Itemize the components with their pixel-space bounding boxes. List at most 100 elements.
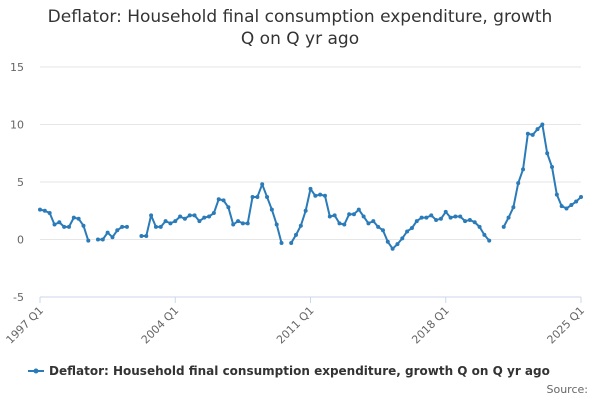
data-point[interactable] (429, 213, 434, 218)
data-point[interactable] (332, 213, 337, 218)
data-point[interactable] (313, 193, 318, 198)
data-point[interactable] (211, 211, 216, 216)
data-point[interactable] (245, 221, 250, 226)
data-point[interactable] (482, 232, 487, 237)
data-point[interactable] (265, 194, 270, 199)
data-point[interactable] (535, 127, 540, 132)
data-point[interactable] (463, 219, 468, 224)
data-point[interactable] (120, 224, 125, 229)
data-point[interactable] (371, 219, 376, 224)
data-point[interactable] (525, 131, 530, 136)
data-point[interactable] (216, 197, 221, 202)
data-point[interactable] (178, 214, 183, 219)
data-point[interactable] (443, 209, 448, 214)
data-point[interactable] (173, 219, 178, 224)
data-point[interactable] (168, 221, 173, 226)
data-point[interactable] (550, 165, 555, 170)
data-point[interactable] (409, 226, 414, 230)
data-point[interactable] (250, 194, 255, 199)
data-point[interactable] (506, 215, 511, 220)
data-point[interactable] (52, 222, 57, 227)
data-point[interactable] (139, 234, 144, 239)
data-point[interactable] (66, 224, 71, 229)
data-point[interactable] (448, 215, 453, 220)
data-point[interactable] (303, 208, 308, 213)
data-point[interactable] (153, 224, 158, 229)
data-point[interactable] (81, 223, 86, 228)
data-point[interactable] (530, 132, 535, 137)
data-point[interactable] (308, 186, 313, 191)
data-point[interactable] (327, 214, 332, 219)
legend-label[interactable]: Deflator: Household final consumption ex… (49, 364, 550, 378)
data-point[interactable] (395, 242, 400, 247)
data-point[interactable] (559, 204, 564, 209)
data-point[interactable] (226, 205, 231, 210)
data-point[interactable] (100, 237, 105, 242)
data-point[interactable] (158, 224, 163, 229)
data-point[interactable] (42, 208, 47, 213)
data-point[interactable] (487, 238, 492, 243)
data-point[interactable] (453, 214, 458, 219)
data-point[interactable] (405, 229, 410, 234)
data-point[interactable] (400, 236, 405, 241)
data-point[interactable] (438, 216, 443, 221)
data-point[interactable] (294, 232, 299, 237)
data-point[interactable] (351, 212, 356, 217)
data-point[interactable] (289, 240, 294, 245)
data-point[interactable] (540, 122, 545, 127)
data-point[interactable] (163, 219, 168, 224)
data-point[interactable] (197, 219, 202, 224)
data-point[interactable] (472, 220, 477, 225)
data-point[interactable] (579, 194, 583, 199)
data-point[interactable] (124, 224, 129, 229)
data-point[interactable] (298, 223, 303, 228)
data-point[interactable] (86, 238, 91, 243)
data-point[interactable] (187, 213, 192, 218)
data-point[interactable] (390, 246, 395, 251)
data-point[interactable] (149, 213, 154, 218)
data-point[interactable] (545, 151, 550, 156)
data-point[interactable] (424, 215, 429, 220)
data-point[interactable] (279, 240, 284, 245)
data-point[interactable] (380, 228, 385, 233)
legend-marker-symbol[interactable] (33, 368, 39, 374)
data-point[interactable] (62, 224, 67, 229)
data-point[interactable] (434, 217, 439, 222)
data-point[interactable] (231, 222, 236, 227)
data-point[interactable] (376, 224, 381, 229)
data-point[interactable] (511, 205, 516, 210)
data-point[interactable] (236, 219, 241, 224)
data-point[interactable] (501, 224, 506, 229)
data-point[interactable] (269, 207, 274, 212)
data-point[interactable] (192, 213, 197, 218)
data-point[interactable] (318, 192, 323, 197)
data-point[interactable] (342, 222, 347, 227)
data-point[interactable] (347, 212, 352, 217)
legend[interactable]: Deflator: Household final consumption ex… (28, 364, 550, 378)
data-point[interactable] (569, 203, 574, 207)
data-point[interactable] (260, 182, 265, 187)
data-point[interactable] (71, 215, 76, 220)
data-point[interactable] (38, 207, 42, 212)
data-point[interactable] (337, 221, 342, 226)
data-point[interactable] (202, 215, 207, 220)
data-point[interactable] (564, 206, 569, 211)
data-point[interactable] (414, 219, 419, 224)
data-point[interactable] (221, 198, 226, 203)
data-point[interactable] (419, 215, 424, 220)
data-point[interactable] (356, 207, 361, 212)
data-point[interactable] (274, 222, 279, 227)
data-point[interactable] (521, 167, 526, 172)
data-point[interactable] (322, 193, 327, 198)
data-point[interactable] (361, 214, 366, 219)
data-point[interactable] (115, 228, 120, 233)
data-point[interactable] (182, 216, 187, 221)
data-point[interactable] (95, 237, 100, 242)
data-point[interactable] (467, 217, 472, 222)
data-point[interactable] (255, 194, 260, 199)
data-point[interactable] (57, 220, 62, 225)
data-point[interactable] (240, 221, 245, 226)
data-point[interactable] (110, 235, 115, 240)
data-point[interactable] (105, 230, 110, 235)
data-point[interactable] (385, 239, 390, 244)
